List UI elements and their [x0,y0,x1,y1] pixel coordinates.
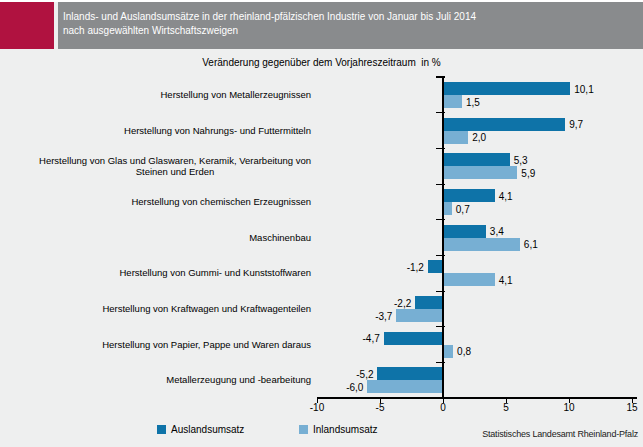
bar-inlandsumsatz [367,380,443,393]
value-label: -2,2 [394,297,411,308]
bar-inlandsumsatz [443,273,495,286]
category-label-text: Herstellung von chemischen Erzeugnissen [131,196,311,208]
bar-auslandsumsatz [443,153,510,166]
y-axis-tick [436,112,445,113]
category-label: Herstellung von Glas und Glaswaren, Kera… [0,148,311,184]
x-tick-label: -10 [302,402,332,413]
category-label: Herstellung von Kraftwagen und Kraftwage… [0,291,311,327]
value-label: -4,7 [363,333,380,344]
value-label: -1,2 [407,261,424,272]
value-label: 3,4 [490,226,504,237]
category-label: Herstellung von Gummi- und Kunststoffwar… [0,255,311,291]
category-label: Maschinenbau [0,220,311,256]
category-label-text: Herstellung von Glas und Glaswaren, Kera… [39,155,311,178]
bar-auslandsumsatz [443,118,565,131]
legend-item-auslandsumsatz: Auslandsumsatz [157,424,244,435]
bar-auslandsumsatz [384,332,443,345]
y-axis-tick [436,326,445,327]
category-label: Herstellung von Metallerzeugnissen [0,77,311,113]
bar-inlandsumsatz [443,238,520,251]
x-tick-label: 15 [617,402,643,413]
value-label: 4,1 [499,190,513,201]
value-label: 5,3 [514,154,528,165]
bar-auslandsumsatz [443,82,570,95]
x-axis-line [317,397,637,399]
bar-inlandsumsatz [443,166,517,179]
value-label: 5,9 [521,167,535,178]
category-label: Metallerzeugung und -bearbeitung [0,362,311,398]
x-tick-label: 5 [491,402,521,413]
bar-auslandsumsatz [443,189,495,202]
x-tick-label: 0 [428,402,458,413]
y-axis-tick [436,184,445,185]
bar-inlandsumsatz [443,95,462,108]
y-axis-tick [436,291,445,292]
bar-chart: Herstellung von Metallerzeugnissen 10,1 1,… [0,0,643,447]
y-axis-tick [436,255,445,256]
value-label: 9,7 [569,119,583,130]
value-label: -6,0 [346,381,363,392]
source-credit: Statistisches Landesamt Rheinland-Pfalz [482,429,638,439]
category-label-text: Metallerzeugung und -bearbeitung [166,374,311,386]
bar-auslandsumsatz [377,367,443,380]
value-label: -5,2 [356,368,373,379]
category-label-text: Herstellung von Nahrungs- und Futtermitt… [124,125,311,137]
category-label: Herstellung von Papier, Pappe und Waren … [0,327,311,363]
value-label: 4,1 [499,274,513,285]
category-label-text: Maschinenbau [249,232,311,244]
infographic-canvas: Inlands- und Auslandsumsätze in der rhei… [0,0,643,447]
auslandsumsatz-swatch-icon [157,425,166,434]
bar-auslandsumsatz [443,225,486,238]
value-label: 1,5 [466,96,480,107]
inlandsumsatz-swatch-icon [299,425,308,434]
legend-label-inlandsumsatz: Inlandsumsatz [313,424,377,435]
bar-auslandsumsatz [415,296,443,309]
value-label: 0,7 [456,203,470,214]
bar-inlandsumsatz [396,309,443,322]
category-label-text: Herstellung von Papier, Pappe und Waren … [102,339,311,351]
y-axis-tick [436,76,445,78]
bar-inlandsumsatz [443,202,452,215]
category-label-text: Herstellung von Metallerzeugnissen [161,89,312,101]
category-label-text: Herstellung von Gummi- und Kunststoffwar… [120,267,312,279]
value-label: 2,0 [472,132,486,143]
bar-auslandsumsatz [428,260,443,273]
category-label: Herstellung von Nahrungs- und Futtermitt… [0,113,311,149]
value-label: 0,8 [457,346,471,357]
bar-inlandsumsatz [443,345,453,358]
legend-item-inlandsumsatz: Inlandsumsatz [299,424,377,435]
bar-inlandsumsatz [443,131,468,144]
y-axis-line [442,77,444,398]
legend-label-auslandsumsatz: Auslandsumsatz [171,424,244,435]
value-label: 10,1 [574,83,593,94]
x-tick-label: -5 [365,402,395,413]
category-label: Herstellung von chemischen Erzeugnissen [0,184,311,220]
value-label: -3,7 [375,310,392,321]
x-tick-label: 10 [554,402,584,413]
category-label-text: Herstellung von Kraftwagen und Kraftwage… [102,303,311,315]
y-axis-tick [436,362,445,363]
y-axis-tick [436,148,445,149]
value-label: 6,1 [524,239,538,250]
y-axis-tick [436,219,445,220]
